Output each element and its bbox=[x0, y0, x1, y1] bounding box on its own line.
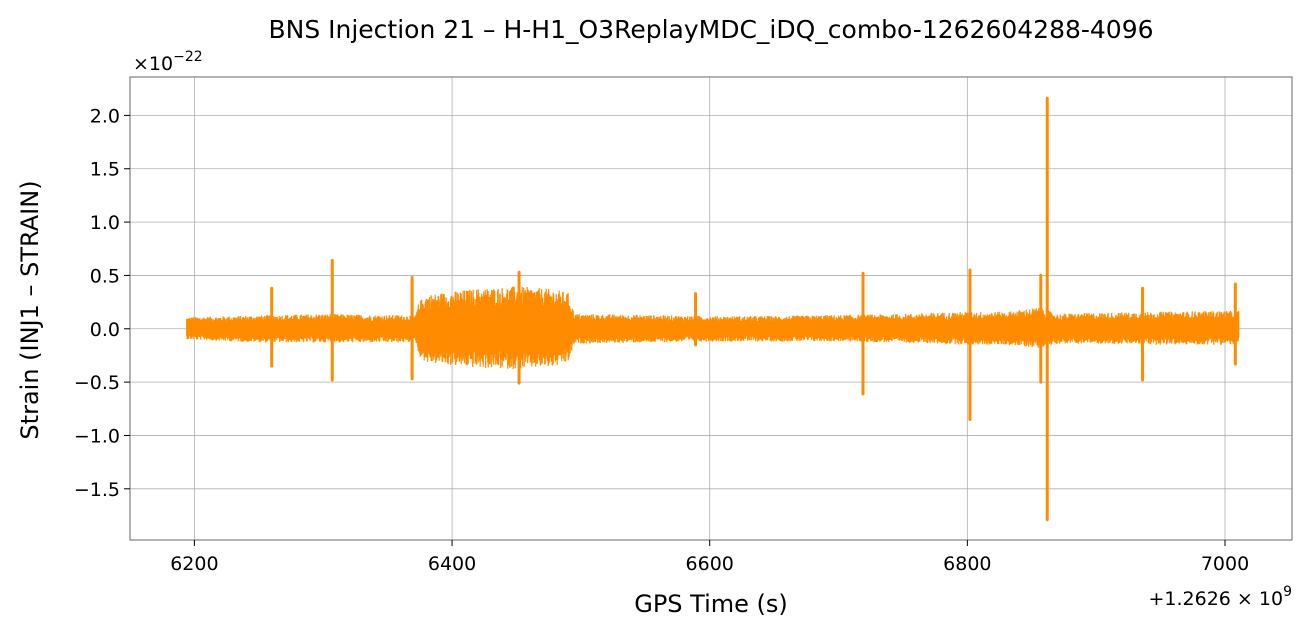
strain-series bbox=[186, 96, 1240, 522]
y-tick-label: 0.5 bbox=[90, 265, 120, 287]
x-tick-label: 6200 bbox=[170, 553, 218, 575]
y-tick-label: −1.0 bbox=[74, 425, 120, 447]
x-offset-base: +1.2626 bbox=[1148, 588, 1230, 610]
y-axis-label: Strain (INJ1 – STRAIN) bbox=[16, 180, 44, 439]
y-scale-base: ×10 bbox=[133, 53, 173, 75]
x-axis-ticks: 6200 6400 6600 6800 7000 bbox=[170, 540, 1249, 575]
x-tick-label: 6400 bbox=[428, 553, 476, 575]
y-tick-label: −1.5 bbox=[74, 479, 120, 501]
x-offset-exponent: 9 bbox=[1283, 584, 1292, 600]
grid-lines bbox=[130, 77, 1292, 540]
x-tick-label: 6600 bbox=[686, 553, 734, 575]
y-tick-label: 1.0 bbox=[90, 212, 120, 234]
x-offset-label: +1.2626 × 109 bbox=[1148, 584, 1292, 610]
y-axis-ticks: −1.5 −1.0 −0.5 0.0 0.5 1.0 1.5 2.0 bbox=[74, 105, 130, 501]
y-tick-label: −0.5 bbox=[74, 372, 120, 394]
y-scale-exponent: −22 bbox=[173, 49, 203, 65]
y-tick-label: 0.0 bbox=[90, 319, 120, 341]
x-tick-label: 7000 bbox=[1201, 553, 1249, 575]
x-tick-label: 6800 bbox=[943, 553, 991, 575]
strain-trace bbox=[186, 286, 1240, 370]
y-scale-multiplier: ×10−22 bbox=[133, 49, 203, 75]
x-axis-label: GPS Time (s) bbox=[634, 590, 788, 618]
plot-frame bbox=[129, 76, 1293, 541]
y-tick-label: 2.0 bbox=[90, 105, 120, 127]
y-tick-label: 1.5 bbox=[90, 159, 120, 181]
chart-title: BNS Injection 21 – H-H1_O3ReplayMDC_iDQ_… bbox=[268, 15, 1153, 44]
